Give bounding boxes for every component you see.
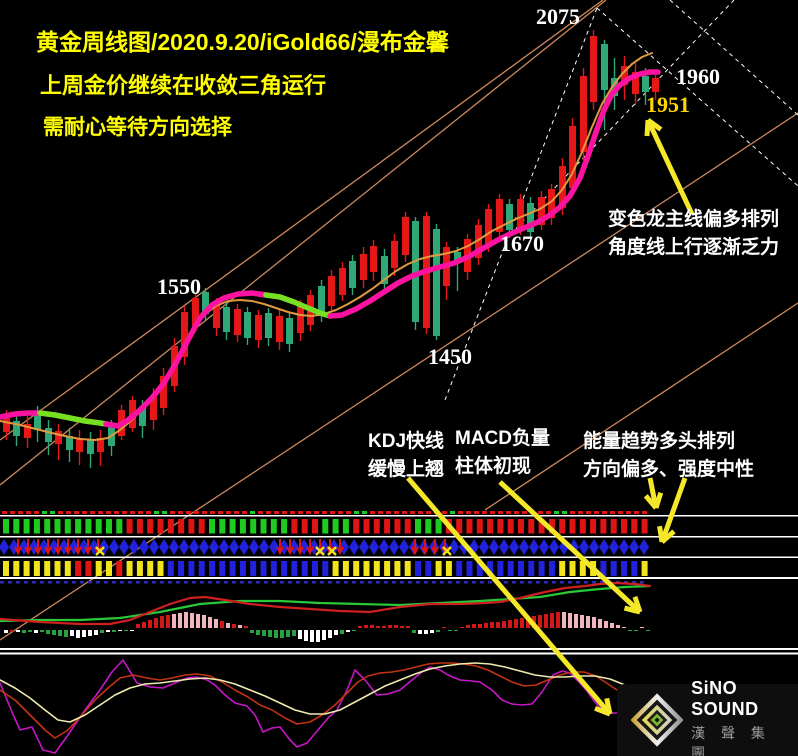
- note-macd-line1: MACD负量: [455, 428, 550, 449]
- price-label-1670: 1670: [500, 231, 544, 256]
- note-chameleon-line2: 角度线上行逐渐乏力: [608, 236, 780, 258]
- chart-subtitle-2: 需耐心等待方向选择: [43, 116, 232, 139]
- sino-sound-brand-text: SiNO SOUND: [691, 677, 759, 719]
- note-kdj: KDJ快线 缓慢上翘: [368, 428, 444, 483]
- price-label-1951: 1951: [646, 92, 690, 117]
- chart-title: 黄金周线图/2020.9.20/iGold66/漫布金馨: [36, 29, 449, 55]
- note-chameleon: 变色龙主线偏多排列 角度线上行逐渐乏力: [608, 206, 779, 261]
- note-kdj-line2: 缓慢上翘: [368, 458, 445, 480]
- note-energy-line2: 方向偏多、强度中性: [583, 458, 755, 480]
- note-macd-line2: 柱体初现: [455, 455, 532, 477]
- price-label-1550: 1550: [157, 274, 201, 299]
- chart-subtitle-1: 上周金价继续在收敛三角运行: [40, 73, 327, 98]
- sino-sound-company-text: 漢 聲 集 團: [691, 724, 771, 756]
- note-kdj-line1: KDJ快线: [368, 431, 445, 452]
- price-label-1450: 1450: [428, 344, 472, 369]
- price-label-1960: 1960: [676, 64, 720, 89]
- sino-sound-diamond-icon: [631, 693, 684, 747]
- note-energy-line1: 能量趋势多头排列: [583, 431, 736, 452]
- note-energy: 能量趋势多头排列 方向偏多、强度中性: [583, 428, 754, 483]
- price-label-2075: 2075: [536, 4, 580, 29]
- sino-sound-logo: SiNO SOUND 漢 聲 集 團: [617, 678, 798, 756]
- note-chameleon-line1: 变色龙主线偏多排列: [608, 209, 780, 230]
- note-macd: MACD负量 柱体初现: [455, 425, 550, 480]
